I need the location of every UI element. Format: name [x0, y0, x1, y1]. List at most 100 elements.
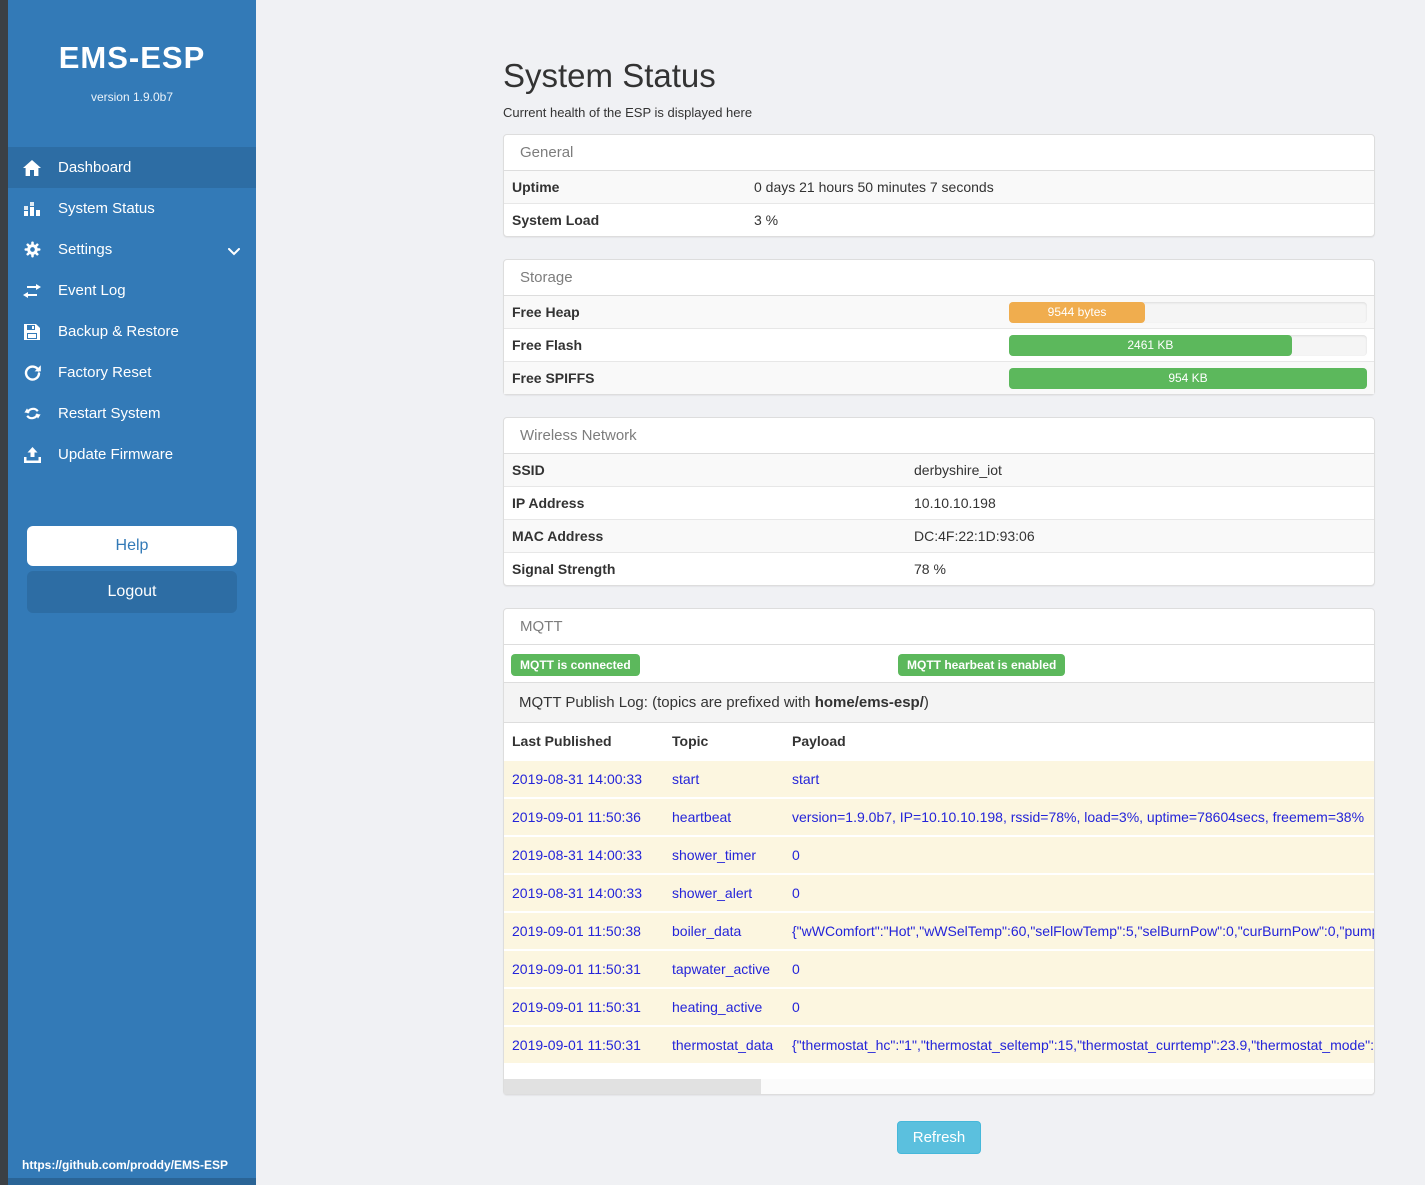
- sidebar-item-dashboard[interactable]: Dashboard: [8, 147, 256, 188]
- save-icon: [22, 323, 42, 341]
- left-edge-strip: [0, 0, 8, 1185]
- row-value: derbyshire_iot: [914, 462, 1002, 478]
- log-row: 2019-09-01 11:50:31 thermostat_data {"th…: [504, 1025, 1374, 1063]
- log-topic: heartbeat: [664, 797, 784, 836]
- log-topic: tapwater_active: [664, 949, 784, 988]
- panel-storage: Storage Free Heap 9544 bytes Free Flash: [503, 259, 1375, 395]
- log-date: 2019-09-01 11:50:31: [504, 1025, 664, 1063]
- sidebar-nav: Dashboard System Status Settings: [8, 147, 256, 475]
- log-topic: boiler_data: [664, 911, 784, 950]
- sidebar-item-label: Event Log: [58, 282, 126, 299]
- logout-button[interactable]: Logout: [27, 571, 237, 613]
- row-label: IP Address: [504, 486, 906, 520]
- panel-storage-title: Storage: [504, 260, 1374, 296]
- mqtt-log-table: Last Published Topic Payload 2019-08-31 …: [504, 723, 1374, 1063]
- row-label: Signal Strength: [504, 552, 906, 585]
- column-header: Topic: [664, 723, 784, 760]
- row-label: MAC Address: [504, 519, 906, 553]
- log-topic: shower_alert: [664, 873, 784, 912]
- panel-wireless: Wireless Network SSID derbyshire_iot IP …: [503, 417, 1375, 586]
- status-badge-mqtt-connected: MQTT is connected: [511, 654, 640, 676]
- sidebar-item-label: System Status: [58, 200, 155, 217]
- panel-mqtt-title: MQTT: [504, 609, 1374, 645]
- main-content: System Status Current health of the ESP …: [503, 0, 1375, 1154]
- row-label: Uptime: [512, 179, 560, 195]
- page-title: System Status: [503, 57, 716, 94]
- scrollbar-thumb[interactable]: [504, 1079, 761, 1094]
- free-heap-progress-track: 9544 bytes: [1009, 301, 1367, 323]
- gear-icon: [22, 241, 42, 259]
- progress-cell: 954 KB: [1009, 361, 1374, 394]
- home-icon: [22, 159, 42, 177]
- log-payload: 0: [784, 873, 1374, 912]
- panel-mqtt: MQTT MQTT is connected MQTT hearbeat is …: [503, 608, 1375, 1095]
- log-payload: {"thermostat_hc":"1","thermostat_seltemp…: [784, 1025, 1374, 1063]
- row-label: Free Flash: [504, 328, 1009, 362]
- table-row: Uptime 0 days 21 hours 50 minutes 7 seco…: [504, 171, 1374, 204]
- panel-general-title: General: [504, 135, 1374, 171]
- sidebar-item-label: Factory Reset: [58, 364, 152, 381]
- column-header: Payload: [784, 723, 1374, 760]
- free-spiffs-progress-bar: 954 KB: [1009, 367, 1367, 389]
- sidebar-item-factory-reset[interactable]: Factory Reset: [8, 352, 256, 393]
- log-date: 2019-09-01 11:50:36: [504, 797, 664, 836]
- log-row: 2019-08-31 14:00:33 shower_timer 0: [504, 835, 1374, 874]
- log-topic: thermostat_data: [664, 1025, 784, 1063]
- free-heap-progress-bar: 9544 bytes: [1009, 301, 1146, 323]
- publish-log-prefix: MQTT Publish Log: (topics are prefixed w…: [519, 694, 815, 711]
- log-row: 2019-08-31 14:00:33 shower_alert 0: [504, 873, 1374, 912]
- row-label: Free SPIFFS: [504, 361, 1009, 394]
- redo-icon: [22, 364, 42, 382]
- app-title: EMS-ESP: [58, 40, 206, 75]
- row-value: 3 %: [746, 203, 1374, 236]
- sidebar: EMS-ESP version 1.9.0b7 Dashboard System…: [8, 0, 256, 1185]
- log-row: 2019-09-01 11:50:38 boiler_data {"wWComf…: [504, 911, 1374, 950]
- page-subtitle: Current health of the ESP is displayed h…: [503, 105, 753, 120]
- sidebar-item-backup-restore[interactable]: Backup & Restore: [8, 311, 256, 352]
- panel-wireless-title: Wireless Network: [504, 418, 1374, 454]
- log-date: 2019-08-31 14:00:33: [504, 759, 664, 798]
- help-button[interactable]: Help: [27, 526, 237, 566]
- progress-cell: 9544 bytes: [1009, 296, 1374, 329]
- exchange-icon: [22, 282, 42, 300]
- log-payload: 0: [784, 987, 1374, 1026]
- log-date: 2019-09-01 11:50:31: [504, 949, 664, 988]
- log-payload: {"wWComfort":"Hot","wWSelTemp":60,"selFl…: [784, 911, 1374, 950]
- sidebar-item-label: Dashboard: [58, 159, 132, 176]
- refresh-button[interactable]: Refresh: [896, 1121, 982, 1154]
- general-table: Uptime 0 days 21 hours 50 minutes 7 seco…: [504, 171, 1374, 236]
- table-row: MAC Address DC:4F:22:1D:93:06: [504, 519, 1374, 553]
- table-row: Free Heap 9544 bytes: [504, 296, 1374, 329]
- table-row: System Load 3 %: [504, 203, 1374, 236]
- publish-log-topic-prefix: home/ems-esp/: [814, 694, 924, 711]
- refresh-area: Refresh: [503, 1121, 1375, 1154]
- horizontal-scrollbar: [504, 1079, 1374, 1094]
- sidebar-item-settings[interactable]: Settings: [8, 229, 256, 270]
- row-value: 0 days 21 hours 50 minutes 7 seconds: [754, 179, 994, 195]
- sidebar-item-label: Restart System: [58, 405, 161, 422]
- wireless-table: SSID derbyshire_iot IP Address 10.10.10.…: [504, 454, 1374, 585]
- log-spacer: [504, 1063, 1374, 1079]
- sidebar-item-system-status[interactable]: System Status: [8, 188, 256, 229]
- panel-general: General Uptime 0 days 21 hours 50 minute…: [503, 134, 1375, 237]
- log-row: 2019-08-31 14:00:33 start start: [504, 759, 1374, 798]
- table-header-row: Last Published Topic Payload: [504, 723, 1374, 760]
- chart-icon: [22, 200, 42, 218]
- sidebar-item-restart-system[interactable]: Restart System: [8, 393, 256, 434]
- free-spiffs-progress-track: 954 KB: [1009, 367, 1367, 389]
- table-row: SSID derbyshire_iot: [504, 454, 1374, 487]
- free-flash-progress-bar: 2461 KB: [1009, 334, 1292, 356]
- mqtt-badges: MQTT is connected MQTT hearbeat is enabl…: [504, 645, 1374, 683]
- log-payload: start: [784, 759, 1374, 798]
- sidebar-item-update-firmware[interactable]: Update Firmware: [8, 434, 256, 475]
- log-payload: 0: [784, 835, 1374, 874]
- log-payload: 0: [784, 949, 1374, 988]
- log-row: 2019-09-01 11:50:31 heating_active 0: [504, 987, 1374, 1026]
- sidebar-bottom-strip: [8, 1178, 256, 1185]
- row-value: 10.10.10.198: [906, 486, 1374, 520]
- sidebar-item-event-log[interactable]: Event Log: [8, 270, 256, 311]
- publish-log-suffix: ): [923, 694, 929, 711]
- app-version: version 1.9.0b7: [90, 90, 174, 104]
- github-link[interactable]: https://github.com/proddy/EMS-ESP: [22, 1158, 228, 1172]
